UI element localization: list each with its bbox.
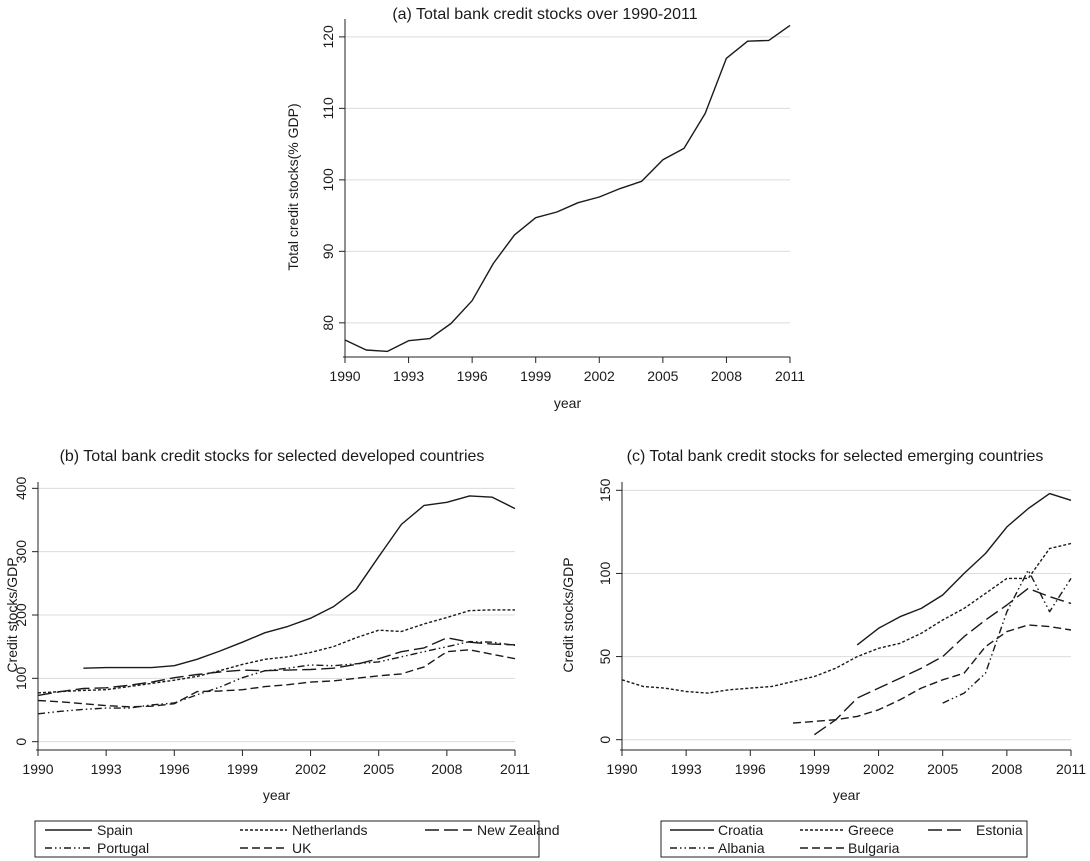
x-axis-title: year xyxy=(263,787,291,803)
legend-label: Spain xyxy=(97,822,133,838)
chart-title: (a) Total bank credit stocks over 1990-2… xyxy=(392,6,697,23)
x-tick-label: 2008 xyxy=(991,761,1022,777)
x-tick-label: 1993 xyxy=(393,368,424,384)
chart-title: (c) Total bank credit stocks for selecte… xyxy=(627,448,1044,465)
chart-title: (b) Total bank credit stocks for selecte… xyxy=(60,448,485,465)
y-tick-label: 400 xyxy=(13,476,29,500)
x-tick-label: 1996 xyxy=(457,368,488,384)
legend-label: New Zealand xyxy=(477,822,560,838)
x-tick-label: 2011 xyxy=(1056,761,1086,777)
series-line-new-zealand xyxy=(37,637,516,697)
legend-label: Greece xyxy=(848,822,894,838)
series-line-netherlands xyxy=(37,609,515,694)
series-line-uk xyxy=(37,649,516,708)
x-tick-label: 1999 xyxy=(799,761,830,777)
legend-label: UK xyxy=(292,840,312,856)
x-tick-label: 1990 xyxy=(329,368,360,384)
legend-label: Bulgaria xyxy=(848,840,900,856)
x-tick-label: 2011 xyxy=(775,368,805,384)
x-tick-label: 2008 xyxy=(711,368,742,384)
series-line-greece xyxy=(621,542,1072,694)
x-tick-label: 2005 xyxy=(363,761,394,777)
series-line-albania xyxy=(942,569,1072,704)
y-tick-label: 0 xyxy=(13,738,29,746)
y-tick-label: 100 xyxy=(320,168,336,192)
x-tick-label: 2005 xyxy=(647,368,678,384)
legend-label: Estonia xyxy=(976,822,1023,838)
x-tick-label: 1996 xyxy=(159,761,190,777)
chart-a: (a) Total bank credit stocks over 1990-2… xyxy=(285,6,805,411)
chart-b: (b) Total bank credit stocks for selecte… xyxy=(4,448,560,858)
y-tick-label: 150 xyxy=(597,478,613,502)
y-tick-label: 120 xyxy=(320,25,336,49)
x-tick-label: 2011 xyxy=(500,761,530,777)
x-tick-label: 1999 xyxy=(520,368,551,384)
legend-label: Croatia xyxy=(718,822,763,838)
legend-box xyxy=(660,820,1028,858)
x-tick-label: 2002 xyxy=(295,761,326,777)
y-tick-label: 300 xyxy=(13,540,29,564)
x-tick-label: 1996 xyxy=(735,761,766,777)
chart-c: (c) Total bank credit stocks for selecte… xyxy=(560,448,1086,858)
series-line-spain xyxy=(83,495,516,669)
x-tick-label: 1993 xyxy=(671,761,702,777)
y-tick-label: 0 xyxy=(597,736,613,744)
x-tick-label: 2002 xyxy=(863,761,894,777)
series-line-croatia xyxy=(856,492,1072,646)
x-axis-title: year xyxy=(833,787,861,803)
x-tick-label: 1990 xyxy=(606,761,637,777)
series-line-bulgaria xyxy=(792,624,1072,724)
y-tick-label: 50 xyxy=(597,649,613,665)
y-tick-label: 100 xyxy=(597,562,613,586)
series-line-portugal xyxy=(37,640,516,715)
y-tick-label: 90 xyxy=(320,243,336,259)
series-line xyxy=(344,24,791,353)
x-tick-label: 1990 xyxy=(22,761,53,777)
legend: Croatia Greece Estonia Albania Bulgaria xyxy=(660,820,1028,858)
series-line-estonia xyxy=(813,587,1072,736)
y-axis-title: Total credit stocks(% GDP) xyxy=(285,103,301,270)
legend-label: Netherlands xyxy=(292,822,368,838)
y-axis-title: Credit stocks/GDP xyxy=(560,557,576,672)
legend-label: Portugal xyxy=(97,840,149,856)
y-axis-title: Credit stocks/GDP xyxy=(4,557,20,672)
x-axis-title: year xyxy=(554,395,582,411)
x-tick-label: 1999 xyxy=(227,761,258,777)
x-tick-label: 2008 xyxy=(431,761,462,777)
x-tick-label: 2002 xyxy=(584,368,615,384)
legend-label: Albania xyxy=(718,840,765,856)
legend-box xyxy=(34,820,540,858)
y-tick-label: 80 xyxy=(320,315,336,331)
y-tick-label: 110 xyxy=(320,97,336,120)
legend: Spain Netherlands New Zealand Portugal UK xyxy=(34,820,560,858)
y-tick-label: 100 xyxy=(13,666,29,690)
x-tick-label: 2005 xyxy=(927,761,958,777)
x-tick-label: 1993 xyxy=(91,761,122,777)
y-tick-label: 200 xyxy=(13,603,29,627)
